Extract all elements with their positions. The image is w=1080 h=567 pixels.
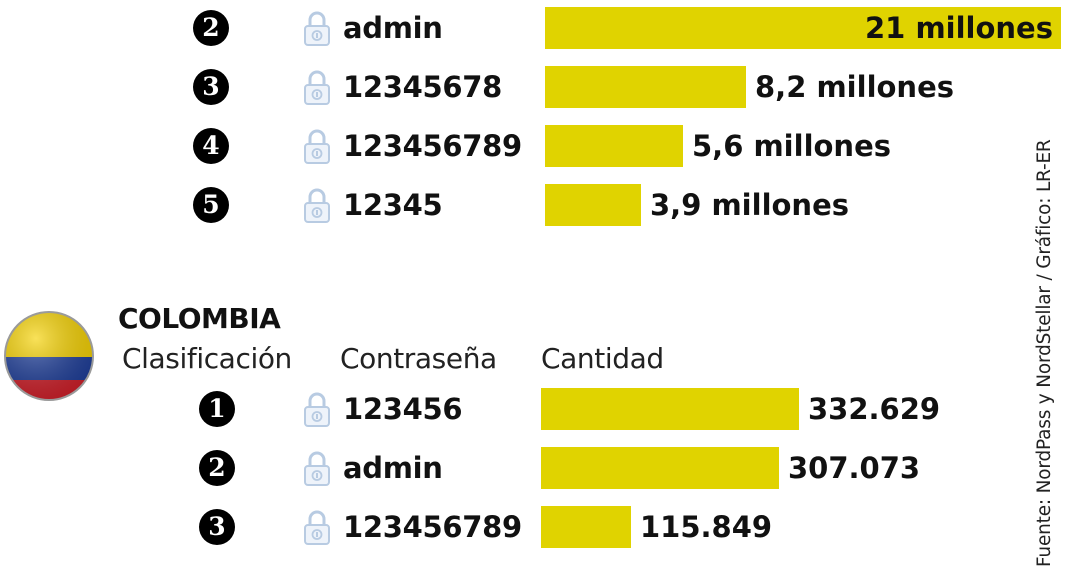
padlock-icon <box>301 66 333 108</box>
rank-badge: 2 <box>193 10 229 46</box>
header-value: Cantidad <box>541 342 664 375</box>
value-bar <box>545 66 746 108</box>
value-bar <box>541 506 631 548</box>
padlock-icon <box>301 125 333 167</box>
rank-badge: 3 <box>193 69 229 105</box>
password-label: 123456789 <box>343 510 522 544</box>
padlock-icon <box>301 184 333 226</box>
padlock-icon <box>301 506 333 548</box>
rank-badge: 1 <box>199 391 235 427</box>
value-bar <box>541 388 799 430</box>
padlock-icon <box>301 7 333 49</box>
password-label: 123456 <box>343 392 463 426</box>
password-label: 12345678 <box>343 70 503 104</box>
value-bar <box>545 125 683 167</box>
value-label: 8,2 millones <box>755 70 955 104</box>
padlock-icon <box>301 388 333 430</box>
rank-badge: 4 <box>193 128 229 164</box>
source-credit: Fuente: NordPass y NordStellar / Gráfico… <box>1034 139 1055 567</box>
chart-row: 5 12345 3,9 millones <box>0 184 1080 226</box>
chart-row: 2 admin 307.073 <box>0 447 1080 489</box>
chart-row: 3 123456789 115.849 <box>0 506 1080 548</box>
value-label: 3,9 millones <box>650 188 850 222</box>
rank-badge: 3 <box>199 509 235 545</box>
header-rank: Clasificación <box>122 342 292 375</box>
chart-row: 1 123456 332.629 <box>0 388 1080 430</box>
chart-row: 2 admin 21 millones <box>0 7 1080 49</box>
password-label: admin <box>343 451 443 485</box>
password-label: 123456789 <box>343 129 522 163</box>
value-bar <box>545 184 641 226</box>
country-title: COLOMBIA <box>118 302 281 335</box>
colombia-flag-icon <box>4 311 94 401</box>
value-label: 115.849 <box>640 510 773 544</box>
value-bar <box>545 7 1061 49</box>
rank-badge: 5 <box>193 187 229 223</box>
value-bar <box>541 447 779 489</box>
chart-row: 4 123456789 5,6 millones <box>0 125 1080 167</box>
value-label: 332.629 <box>808 392 941 426</box>
password-label: admin <box>343 11 443 45</box>
value-label: 5,6 millones <box>692 129 892 163</box>
password-label: 12345 <box>343 188 443 222</box>
value-label: 21 millones <box>865 11 1053 45</box>
header-password: Contraseña <box>340 342 497 375</box>
rank-badge: 2 <box>199 450 235 486</box>
chart-row: 3 12345678 8,2 millones <box>0 66 1080 108</box>
value-label: 307.073 <box>788 451 921 485</box>
padlock-icon <box>301 447 333 489</box>
